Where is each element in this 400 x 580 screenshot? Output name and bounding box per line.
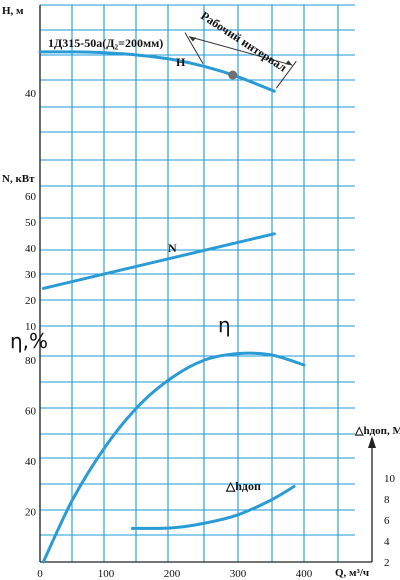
- x-tick-label: 100: [98, 568, 115, 580]
- working-range-label: Рабочий интервал: [198, 9, 289, 75]
- power-tick-label: 50: [25, 217, 37, 229]
- working-range-leader-right: [275, 60, 297, 89]
- operating-point: [228, 70, 238, 80]
- efficiency-curve: [41, 351, 306, 564]
- working-range-arrow-left: [189, 36, 196, 42]
- axes: [39, 5, 376, 563]
- npsh-tick-label: 10: [384, 473, 396, 485]
- chart-title: 1Д315-50а(Д₂=200мм): [48, 36, 163, 50]
- x-axis-title: Q, м³/ч: [335, 567, 369, 579]
- head-axis-title: H, м: [2, 5, 24, 17]
- efficiency-axis-title: η,%: [10, 329, 48, 353]
- head-tick-label: 40: [25, 88, 37, 100]
- x-tick-label: 300: [230, 568, 247, 580]
- npsh-tick-label: 2: [384, 557, 390, 569]
- power-tick-label: 20: [25, 295, 37, 307]
- grid: [39, 4, 355, 563]
- working-range-dimension: [188, 36, 293, 66]
- npsh-series-label: △hдоп: [225, 479, 261, 493]
- efficiency-tick-label: 60: [25, 405, 37, 417]
- efficiency-tick-label: 40: [25, 456, 37, 468]
- npsh-axis-arrow: [368, 436, 376, 448]
- x-tick-label: 200: [164, 568, 181, 580]
- efficiency-series-label: η: [218, 313, 231, 337]
- labels: 0 100 200 300 400 Q, м³/ч H, м 40 N, кВт 10 20 30 40…: [2, 5, 400, 580]
- power-tick-label: 10: [25, 321, 37, 333]
- npsh-tick-label: 4: [384, 536, 390, 548]
- power-tick-label: 30: [25, 269, 37, 281]
- head-curve: [38, 50, 276, 93]
- power-tick-label: 40: [25, 243, 37, 255]
- x-tick-label: 400: [296, 568, 313, 580]
- head-series-label: H: [176, 55, 186, 69]
- power-series-label: N: [168, 241, 177, 255]
- npsh-curve: [130, 484, 296, 530]
- power-tick-label: 60: [25, 191, 37, 203]
- npsh-axis-title: △hдоп, М: [354, 425, 400, 437]
- efficiency-tick-label: 20: [25, 506, 37, 518]
- working-range-leader-left: [184, 32, 204, 64]
- efficiency-tick-label: 80: [25, 355, 37, 367]
- power-curve: [41, 232, 276, 290]
- curves: [38, 32, 306, 564]
- npsh-tick-label: 6: [384, 515, 390, 527]
- working-range-arrow-right: [285, 60, 293, 66]
- x-tick-label: 0: [37, 568, 43, 580]
- npsh-tick-label: 8: [384, 494, 390, 506]
- power-axis-title: N, кВт: [2, 173, 35, 185]
